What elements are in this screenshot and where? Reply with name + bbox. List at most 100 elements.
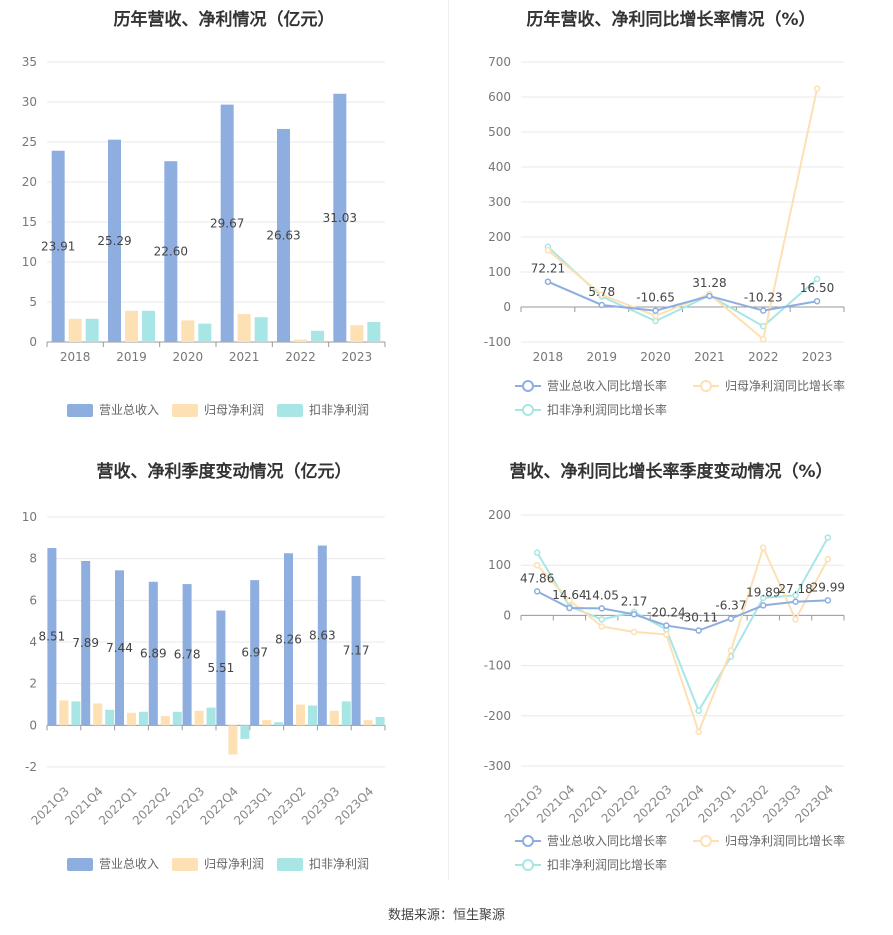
bar [93, 703, 103, 726]
legend-swatch-marker [522, 859, 534, 871]
bar [198, 323, 212, 342]
bar [294, 339, 307, 342]
y-tick-label: 100 [488, 558, 511, 572]
bar [148, 581, 158, 726]
x-tick-label: 2023 [802, 350, 833, 364]
legend-label: 归母净利润同比增长率 [725, 833, 845, 848]
data-source-note: 数据来源：恒生聚源 [387, 908, 505, 923]
bar [216, 610, 226, 726]
bar-value-label: 6.78 [174, 648, 201, 662]
y-tick-label: 8 [29, 552, 37, 566]
x-tick-label: 2022 [285, 350, 316, 364]
bar [228, 725, 238, 755]
legend-label: 营业总收入同比增长率 [547, 833, 667, 848]
bar [71, 701, 81, 726]
bar [375, 717, 385, 726]
data-point [727, 615, 735, 622]
legend-item: 扣非净利润同比增长率 [515, 402, 667, 417]
y-tick-label: -200 [484, 709, 511, 723]
data-point [598, 623, 605, 630]
data-point [824, 597, 832, 604]
legend-label: 营业总收入 [99, 403, 159, 417]
legend-swatch [172, 404, 198, 417]
bar [254, 317, 268, 342]
bar-value-label: 26.63 [266, 228, 300, 242]
series-line [547, 88, 819, 342]
legend-label: 扣非净利润同比增长率 [547, 402, 667, 417]
chart-title: 历年营收、净利情况（亿元） [113, 10, 335, 30]
data-point [695, 627, 702, 634]
legend-item: 扣非净利润同比增长率 [515, 857, 667, 872]
y-tick-label: 20 [22, 175, 37, 189]
data-point [695, 707, 702, 715]
y-tick-label: 30 [22, 95, 37, 109]
legend-item: 扣非净利润 [277, 857, 369, 871]
data-point [630, 628, 638, 636]
bar-value-label: 7.44 [106, 641, 133, 655]
legend-item: 归母净利润 [172, 403, 264, 417]
chart-title: 营收、净利季度变动情况（亿元） [96, 462, 352, 482]
point-value-label: 31.28 [692, 276, 726, 290]
bar [284, 553, 293, 726]
legend-swatch [67, 404, 93, 417]
data-point [652, 307, 659, 314]
legend-item: 归母净利润同比增长率 [693, 833, 845, 848]
bar-value-label: 7.17 [343, 644, 370, 658]
data-point [652, 312, 659, 319]
bar-value-label: 8.51 [39, 630, 66, 644]
legend-swatch [67, 858, 93, 871]
bar [47, 548, 57, 726]
y-tick-label: 4 [29, 635, 37, 649]
data-point [566, 597, 573, 604]
legend-label: 归母净利润 [204, 403, 264, 417]
x-tick-label: 2023Q4 [333, 784, 377, 828]
bar [182, 584, 192, 726]
bar-value-label: 23.91 [41, 239, 75, 253]
data-point [544, 278, 552, 285]
data-point [533, 588, 541, 595]
legend-label: 扣非净利润同比增长率 [547, 857, 667, 872]
series-line [536, 544, 829, 735]
data-point [760, 307, 767, 314]
data-point [663, 631, 670, 638]
y-tick-label: -100 [484, 335, 511, 349]
y-tick-label: 300 [488, 195, 511, 209]
legend-swatch-marker [522, 835, 534, 847]
annual-growth-rate-svg: -100 0 100 200 300 400 500 600 700 2018 2019 2020 20… [484, 55, 845, 417]
point-value-label: 29.99 [811, 580, 845, 594]
bar [317, 545, 327, 726]
bar [172, 711, 182, 726]
point-value-label: 72.21 [531, 262, 565, 276]
bar [220, 104, 234, 342]
y-tick-label: 0 [29, 335, 37, 349]
y-tick-label: 10 [22, 510, 37, 524]
y-tick-label: 15 [22, 215, 37, 229]
y-tick-label: 35 [22, 55, 37, 69]
bar [341, 701, 351, 726]
x-tick-label: 2023 [342, 350, 373, 364]
data-point [760, 335, 767, 343]
bar [274, 722, 284, 726]
legend-item: 扣非净利润 [277, 403, 369, 417]
bar-value-label: 6.89 [140, 647, 167, 661]
legend-label: 扣非净利润 [309, 857, 369, 871]
point-value-label: -20.24 [647, 606, 686, 620]
data-point [824, 534, 832, 541]
y-tick-label: -300 [484, 759, 511, 773]
legend-item: 营业总收入同比增长率 [515, 378, 667, 393]
bar-value-label: 5.51 [208, 661, 235, 675]
y-tick-label: 200 [488, 508, 511, 522]
data-point [695, 728, 702, 736]
point-value-label: 47.86 [520, 571, 554, 585]
y-tick-label: 6 [29, 593, 37, 607]
bar [308, 705, 317, 726]
bar [367, 322, 381, 342]
quarterly-revenue-profit-chart: 营收、净利季度变动情况（亿元） -2 0 2 4 6 8 10 2021Q3 2021Q4 202… [0, 450, 448, 890]
y-tick-label: 700 [488, 55, 511, 69]
point-value-label: 14.05 [585, 588, 619, 602]
point-value-label: -10.23 [744, 291, 783, 305]
y-tick-label: 10 [22, 255, 37, 269]
data-point [544, 247, 552, 254]
y-tick-label: 0 [503, 608, 511, 622]
bar [125, 310, 138, 342]
